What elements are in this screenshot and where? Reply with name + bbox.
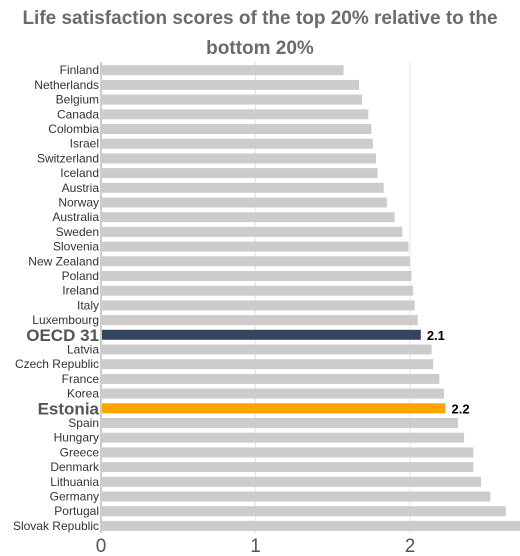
data-label-estonia: 2.2 — [452, 401, 470, 416]
category-label-lithuania: Lithuania — [50, 475, 99, 489]
bar-denmark — [102, 462, 474, 473]
bar-iceland — [102, 168, 378, 179]
bar-finland — [102, 65, 344, 76]
bar-israel — [102, 138, 373, 149]
bar-germany — [102, 491, 491, 502]
category-label-austria: Austria — [62, 181, 100, 195]
category-label-czech-republic: Czech Republic — [15, 357, 99, 371]
bar-canada — [102, 109, 369, 120]
bar-france — [102, 373, 440, 384]
bar-sweden — [102, 226, 403, 237]
category-label-belgium: Belgium — [56, 93, 99, 107]
category-label-iceland: Iceland — [60, 166, 99, 180]
bar-oecd-31 — [102, 329, 421, 340]
bar-belgium — [102, 94, 363, 105]
x-tick-label-0: 0 — [96, 536, 107, 556]
bar-colombia — [102, 124, 372, 134]
category-label-oecd-31: OECD 31 — [26, 326, 99, 345]
category-label-france: France — [62, 372, 100, 386]
category-label-netherlands: Netherlands — [34, 78, 99, 92]
bar-latvia — [102, 344, 432, 355]
bar-lithuania — [102, 476, 482, 487]
category-label-luxembourg: Luxembourg — [32, 313, 99, 327]
bar-hungary — [102, 432, 465, 443]
x-tick-label-2: 2 — [405, 536, 416, 556]
bar-spain — [102, 418, 458, 428]
category-label-canada: Canada — [57, 107, 99, 121]
category-label-switzerland: Switzerland — [37, 151, 99, 165]
category-label-new-zealand: New Zealand — [28, 254, 99, 268]
category-label-portugal: Portugal — [54, 504, 99, 518]
bar-korea — [102, 388, 444, 399]
category-label-korea: Korea — [67, 387, 99, 401]
data-label-oecd-31: 2.1 — [427, 328, 445, 343]
bar-switzerland — [102, 153, 377, 164]
bar-greece — [102, 447, 474, 458]
bar-slovak-republic — [102, 520, 520, 531]
bar-poland — [102, 271, 412, 281]
chart-title: Life satisfaction scores of the top 20% … — [22, 8, 498, 59]
category-label-spain: Spain — [68, 416, 99, 430]
bar-ireland — [102, 285, 414, 296]
category-label-slovenia: Slovenia — [53, 240, 99, 254]
bar-austria — [102, 182, 384, 193]
category-label-denmark: Denmark — [50, 460, 100, 474]
bar-australia — [102, 212, 395, 223]
category-label-australia: Australia — [52, 210, 99, 224]
bar-italy — [102, 300, 415, 311]
bar-czech-republic — [102, 359, 434, 370]
category-label-greece: Greece — [60, 445, 100, 459]
category-label-germany: Germany — [50, 490, 99, 504]
category-label-norway: Norway — [58, 196, 99, 210]
category-label-colombia: Colombia — [48, 122, 99, 136]
category-label-ireland: Ireland — [62, 284, 99, 298]
bar-portugal — [102, 506, 506, 517]
bar-netherlands — [102, 79, 360, 90]
category-label-sweden: Sweden — [56, 225, 99, 239]
bar-estonia — [102, 403, 446, 414]
bar-new-zealand — [102, 256, 410, 267]
category-label-italy: Italy — [77, 298, 99, 312]
category-label-latvia: Latvia — [67, 343, 99, 357]
bar-norway — [102, 197, 387, 208]
category-label-finland: Finland — [60, 63, 99, 77]
bar-slovenia — [102, 241, 409, 252]
x-tick-label-1: 1 — [250, 536, 261, 556]
category-label-estonia: Estonia — [38, 399, 100, 418]
category-label-slovak-republic: Slovak Republic — [13, 519, 99, 533]
category-label-hungary: Hungary — [54, 431, 99, 445]
category-label-israel: Israel — [70, 137, 99, 151]
category-label-poland: Poland — [62, 269, 99, 283]
bar-luxembourg — [102, 315, 418, 326]
